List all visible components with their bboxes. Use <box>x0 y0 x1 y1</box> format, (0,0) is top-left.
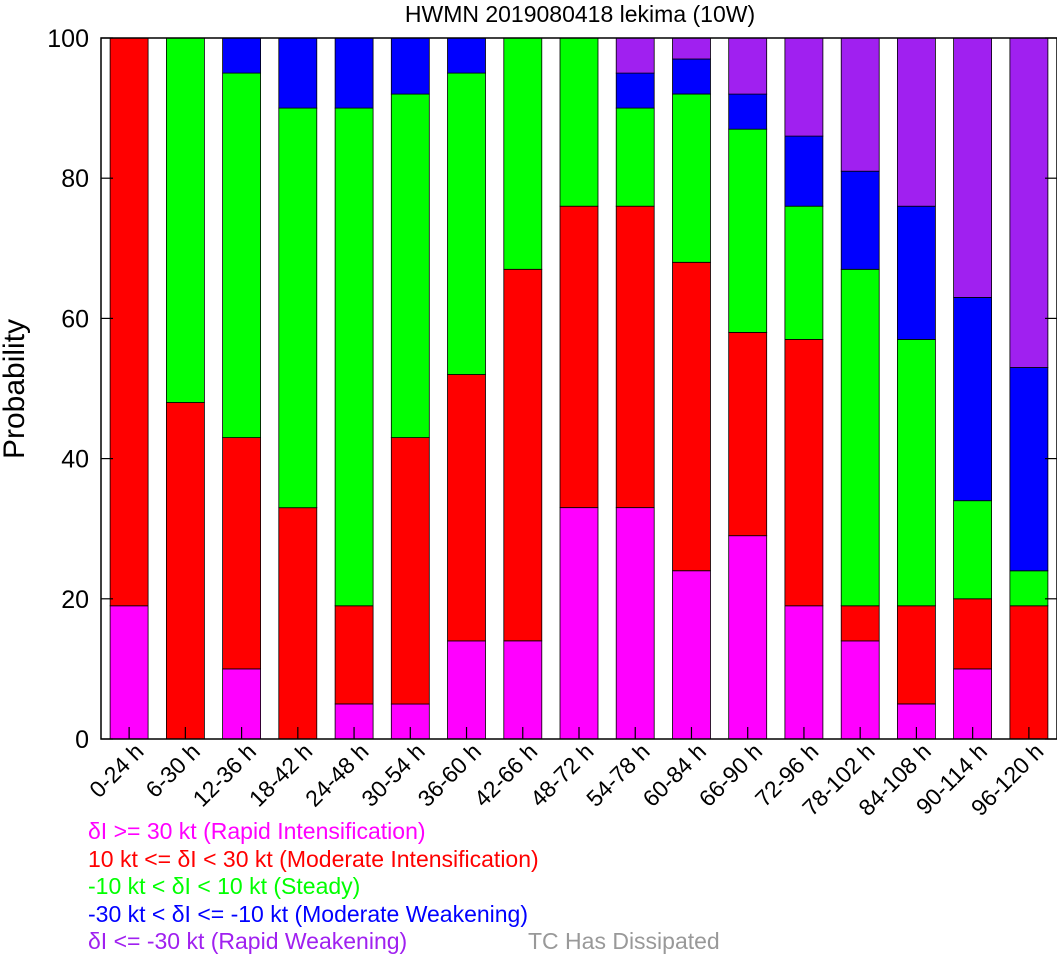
bar-segment-96-120h-s4 <box>1009 37 1049 368</box>
bar-segment-66-90h-s2 <box>728 128 768 333</box>
x-axis: 0-24 h6-30 h12-36 h18-42 h24-48 h30-54 h… <box>84 727 1048 821</box>
bar-segment-42-66h-s2 <box>503 37 543 270</box>
bar-segment-60-84h-s4 <box>672 37 711 60</box>
bar-segment-48-72h-s0 <box>559 507 599 740</box>
bar-segment-54-78h-s2 <box>615 107 655 207</box>
bar-segment-72-96h-s3 <box>784 135 824 207</box>
bar-segment-54-78h-s3 <box>615 72 655 109</box>
bar-segment-78-102h-s2 <box>840 268 880 607</box>
y-axis-label: Probability <box>0 319 31 459</box>
bar-segment-60-84h-s3 <box>672 58 711 95</box>
legend: δI >= 30 kt (Rapid Intensification) 10 k… <box>88 818 539 956</box>
bar-segment-0-24h-s1 <box>109 37 149 607</box>
bar-segment-72-96h-s0 <box>784 605 824 740</box>
bar-segment-60-84h-s2 <box>672 93 711 263</box>
bar-segment-36-60h-s2 <box>447 72 486 375</box>
bar-segment-24-48h-s2 <box>334 107 374 607</box>
bar-segment-54-78h-s4 <box>615 37 655 74</box>
bar-segment-72-96h-s4 <box>784 37 824 137</box>
legend-item-moderate-weakening: -30 kt < δI <= -10 kt (Moderate Weakenin… <box>88 900 529 927</box>
bar-segment-18-42h-s3 <box>278 37 318 109</box>
bar-segment-78-102h-s3 <box>840 170 880 270</box>
bar-segment-84-108h-s4 <box>897 37 936 207</box>
x-tick-label: 0-24 h <box>84 738 149 803</box>
bar-segment-36-60h-s1 <box>447 374 486 642</box>
y-axis: 0 20 40 60 80 100 <box>47 25 1057 754</box>
bar-segment-36-60h-s0 <box>447 640 486 740</box>
bar-segment-6-30h-s2 <box>165 37 205 403</box>
bar-segment-24-48h-s1 <box>334 605 374 705</box>
bars <box>109 37 1049 740</box>
bar-segment-0-24h-s0 <box>109 605 149 740</box>
bar-segment-90-114h-s1 <box>953 598 992 670</box>
bar-segment-42-66h-s0 <box>503 640 543 740</box>
bar-segment-60-84h-s1 <box>672 261 711 572</box>
bar-segment-96-120h-s2 <box>1009 570 1049 607</box>
bar-segment-66-90h-s1 <box>728 331 768 537</box>
y-tick-label: 40 <box>61 446 89 474</box>
bar-segment-90-114h-s3 <box>953 296 992 502</box>
bar-segment-54-78h-s1 <box>615 205 655 508</box>
bar-segment-78-102h-s4 <box>840 37 880 172</box>
bar-segment-60-84h-s0 <box>672 570 711 740</box>
y-tick-label: 20 <box>61 586 89 614</box>
bar-segment-54-78h-s0 <box>615 507 655 740</box>
bar-segment-90-114h-s4 <box>953 37 992 298</box>
bar-segment-18-42h-s2 <box>278 107 318 509</box>
y-tick-label: 60 <box>61 305 89 333</box>
bar-segment-36-60h-s3 <box>447 37 486 74</box>
bar-segment-42-66h-s1 <box>503 268 543 642</box>
bar-segment-6-30h-s1 <box>165 402 205 740</box>
dissipated-note: TC Has Dissipated <box>528 928 720 954</box>
bar-segment-12-36h-s1 <box>222 437 262 670</box>
bar-segment-30-54h-s1 <box>390 437 430 705</box>
y-tick-label: 0 <box>75 726 89 754</box>
bar-segment-72-96h-s1 <box>784 338 824 607</box>
bar-segment-96-120h-s1 <box>1009 605 1049 740</box>
bar-segment-30-54h-s2 <box>390 93 430 438</box>
bar-segment-90-114h-s2 <box>953 500 992 600</box>
y-tick-label: 80 <box>61 165 89 193</box>
bar-segment-84-108h-s2 <box>897 338 936 607</box>
legend-item-steady: -10 kt < δI < 10 kt (Steady) <box>88 873 361 899</box>
bar-segment-84-108h-s3 <box>897 205 936 340</box>
bar-segment-12-36h-s2 <box>222 72 262 438</box>
bar-segment-18-42h-s1 <box>278 507 318 740</box>
bar-segment-24-48h-s3 <box>334 37 374 109</box>
bar-segment-48-72h-s1 <box>559 205 599 508</box>
chart-title: HWMN 2019080418 lekima (10W) <box>405 1 755 27</box>
bar-segment-84-108h-s1 <box>897 605 936 705</box>
bar-segment-78-102h-s0 <box>840 640 880 740</box>
bar-segment-66-90h-s3 <box>728 93 768 130</box>
bar-segment-78-102h-s1 <box>840 605 880 642</box>
y-tick-label: 100 <box>47 25 89 53</box>
legend-item-rapid-intensification: δI >= 30 kt (Rapid Intensification) <box>88 818 426 844</box>
bar-segment-96-120h-s3 <box>1009 367 1049 572</box>
bar-segment-66-90h-s0 <box>728 535 768 740</box>
bar-segment-12-36h-s3 <box>222 37 262 74</box>
legend-item-moderate-intensification: 10 kt <= δI < 30 kt (Moderate Intensific… <box>88 845 539 872</box>
bar-segment-66-90h-s4 <box>728 37 768 95</box>
bar-segment-30-54h-s3 <box>390 37 430 95</box>
legend-item-rapid-weakening: δI <= -30 kt (Rapid Weakening) <box>88 928 408 954</box>
bar-segment-48-72h-s2 <box>559 37 599 207</box>
bar-segment-72-96h-s2 <box>784 205 824 340</box>
